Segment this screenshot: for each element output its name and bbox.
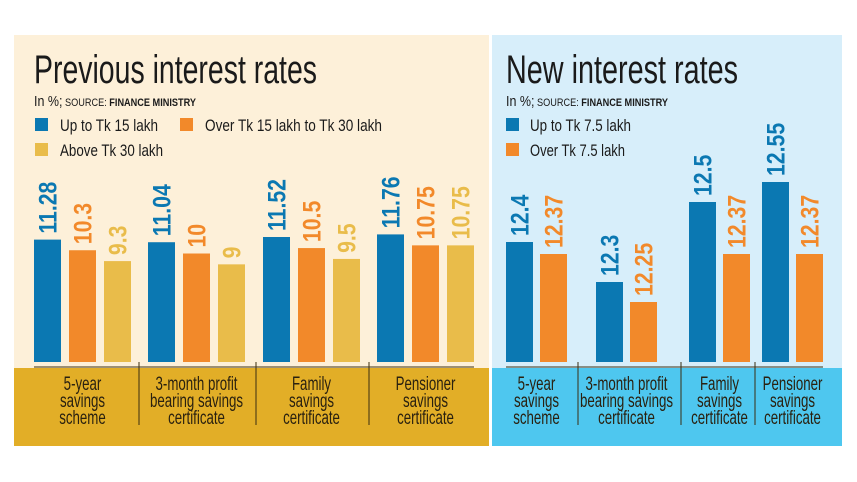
category-label: certificate xyxy=(598,408,655,429)
category-label: bearing savings xyxy=(580,391,673,412)
bar xyxy=(263,237,290,362)
category-label: savings xyxy=(289,391,334,412)
bar xyxy=(34,239,61,362)
legend-swatch xyxy=(180,118,193,131)
bar xyxy=(762,182,789,362)
source-label: SOURCE: xyxy=(62,97,109,109)
unit-label: In %; xyxy=(34,93,62,110)
category-label: scheme xyxy=(513,408,560,429)
value-label: 9.3 xyxy=(104,225,132,255)
value-label: 12.3 xyxy=(596,235,624,276)
category-label: bearing savings xyxy=(150,391,243,412)
unit-label: In %; xyxy=(506,93,534,110)
value-label: 10.75 xyxy=(447,186,475,239)
value-label: 12.37 xyxy=(723,195,751,248)
value-label: 9.5 xyxy=(333,223,361,253)
value-label: 12.37 xyxy=(540,195,568,248)
category-label: Family xyxy=(292,374,332,395)
legend-swatch xyxy=(506,143,519,156)
legend-label: Over Tk 7.5 lakh xyxy=(530,141,625,160)
value-label: 11.76 xyxy=(377,176,405,228)
bar xyxy=(69,250,96,362)
value-label: 10 xyxy=(183,224,211,248)
legend-swatch xyxy=(35,143,48,156)
value-label: 10.5 xyxy=(298,201,326,242)
bar xyxy=(298,248,325,362)
bar xyxy=(148,242,175,362)
category-label: 5-year xyxy=(64,374,102,395)
bar xyxy=(723,254,750,362)
value-label: 11.52 xyxy=(263,179,291,231)
category-label: savings xyxy=(60,391,105,412)
legend-label: Up to Tk 7.5 lakh xyxy=(530,116,631,135)
category-label: scheme xyxy=(59,408,106,429)
source-label: SOURCE: xyxy=(534,97,581,109)
value-label: 12.4 xyxy=(506,195,534,236)
bar xyxy=(796,254,823,362)
bar xyxy=(183,253,210,362)
legend-label: Above Tk 30 lakh xyxy=(60,141,163,160)
category-label: certificate xyxy=(691,408,748,429)
legend-label: Up to Tk 15 lakh xyxy=(60,116,158,135)
legend-label: Over Tk 15 lakh to Tk 30 lakh xyxy=(205,116,382,135)
category-label: savings xyxy=(403,391,448,412)
category-label: savings xyxy=(770,391,815,412)
bar xyxy=(596,282,623,362)
category-label: Pensioner xyxy=(396,374,456,395)
category-label: 3-month profit xyxy=(156,374,238,395)
value-label: 12.5 xyxy=(689,155,717,196)
bar xyxy=(630,302,657,362)
value-label: 10.75 xyxy=(412,186,440,239)
category-label: certificate xyxy=(283,408,340,429)
source-name: FINANCE MINISTRY xyxy=(581,97,668,109)
category-label: Pensioner xyxy=(763,374,823,395)
category-label: 3-month profit xyxy=(586,374,668,395)
value-label: 12.37 xyxy=(796,195,824,248)
category-band xyxy=(492,368,842,446)
bar xyxy=(689,202,716,362)
legend-swatch xyxy=(35,118,48,131)
bar xyxy=(506,242,533,362)
legend-swatch xyxy=(506,118,519,131)
category-label: certificate xyxy=(764,408,821,429)
category-label: certificate xyxy=(168,408,225,429)
chart-subtitle: In %; SOURCE: FINANCE MINISTRY xyxy=(34,93,197,110)
chart-title: Previous interest rates xyxy=(34,48,317,92)
chart-title: New interest rates xyxy=(506,48,738,92)
value-label: 10.3 xyxy=(69,203,97,244)
category-label: certificate xyxy=(397,408,454,429)
chart-subtitle: In %; SOURCE: FINANCE MINISTRY xyxy=(506,93,669,110)
value-label: 11.04 xyxy=(148,184,176,236)
value-label: 11.28 xyxy=(34,182,62,234)
bar xyxy=(540,254,567,362)
bar xyxy=(104,261,131,362)
source-name: FINANCE MINISTRY xyxy=(109,97,196,109)
bar xyxy=(333,258,360,362)
bar xyxy=(377,234,404,362)
bar xyxy=(412,245,439,362)
category-label: Family xyxy=(700,374,740,395)
value-label: 12.25 xyxy=(630,243,658,296)
category-label: savings xyxy=(697,391,742,412)
bar xyxy=(218,264,245,362)
category-label: 5-year xyxy=(518,374,556,395)
bar xyxy=(447,245,474,362)
category-band xyxy=(14,368,489,446)
value-label: 12.55 xyxy=(762,123,790,176)
category-label: savings xyxy=(514,391,559,412)
value-label: 9 xyxy=(218,246,246,258)
